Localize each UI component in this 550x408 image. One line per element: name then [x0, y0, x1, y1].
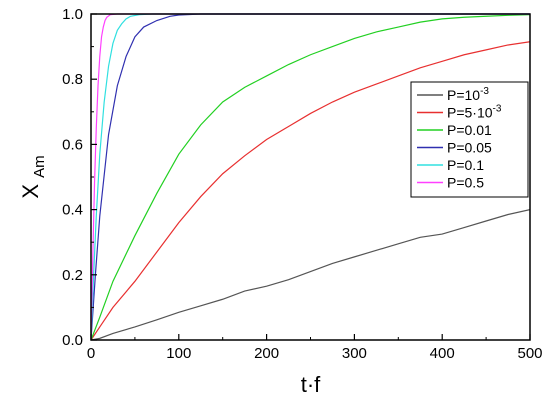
ticks-layer: 0 100 200 300 400 500 0.0 0.2 0.4 0.6 0.8 1.0 — [62, 6, 542, 362]
x-axis-label: t·f — [301, 372, 321, 397]
y-tick-label: 0.8 — [62, 71, 83, 88]
x-tick-label: 500 — [517, 345, 542, 362]
legend-label: P=10-3 — [447, 86, 489, 103]
legend: P=10-3P=5·10-3P=0.01 P=0.05P=0.1 P=0.5 — [410, 81, 529, 198]
series-line-2 — [91, 14, 530, 341]
series-line-1 — [91, 41, 530, 341]
y-tick-label: 0.6 — [62, 136, 83, 153]
legend-label: P=0.1 — [447, 157, 484, 173]
legend-label: P=0.01 — [447, 122, 492, 138]
legend-box — [410, 81, 529, 198]
series-line-0 — [91, 209, 530, 341]
x-tick-label: 400 — [430, 345, 455, 362]
y-axis-label-main: X — [18, 184, 43, 199]
y-tick-label: 0.2 — [62, 267, 83, 284]
x-tick-label: 300 — [342, 345, 367, 362]
y-tick-label: 0.0 — [62, 332, 83, 349]
y-axis-label: X Am — [18, 155, 48, 198]
x-tick-label: 200 — [254, 345, 279, 362]
x-tick-label: 0 — [87, 345, 95, 362]
y-tick-label: 0.4 — [62, 202, 83, 219]
y-tick-label: 1.0 — [62, 6, 83, 23]
y-axis-label-sub: Am — [31, 155, 48, 178]
legend-label: P=5·10-3 — [447, 104, 502, 121]
x-tick-label: 100 — [166, 345, 191, 362]
legend-label: P=0.05 — [447, 140, 492, 156]
legend-label: P=0.5 — [447, 175, 484, 191]
